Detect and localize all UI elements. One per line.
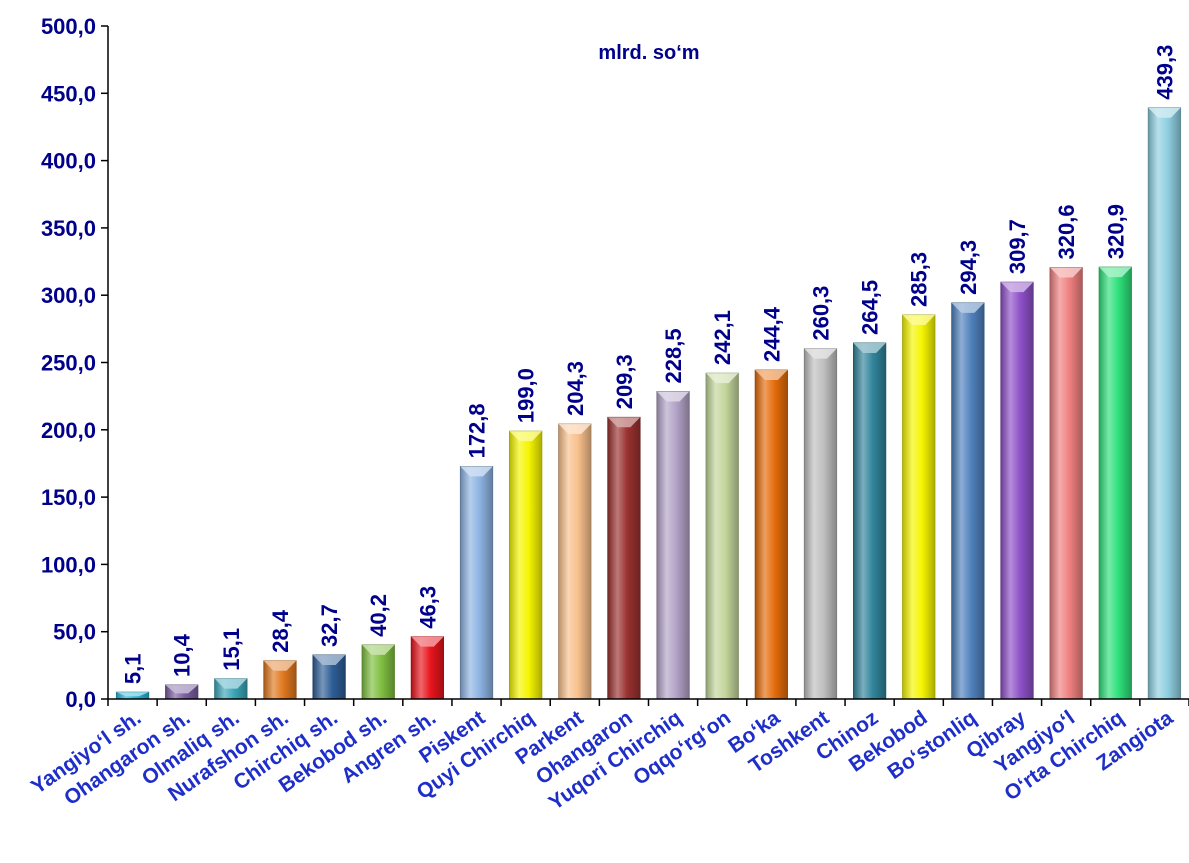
bar-top-bevel (607, 417, 641, 428)
y-tick-label: 350,0 (41, 216, 96, 241)
y-tick-label: 500,0 (41, 14, 96, 39)
y-tick-label: 50,0 (53, 620, 96, 645)
data-label: 28,4 (268, 609, 293, 653)
data-label: 285,3 (907, 252, 932, 307)
bar-top-bevel (755, 370, 788, 381)
bar-top-bevel (853, 342, 886, 353)
bar-top-bevel (460, 466, 493, 477)
y-tick-label: 100,0 (41, 552, 96, 577)
data-label: 199,0 (514, 368, 539, 423)
bar (509, 430, 543, 700)
bar-top-bevel (705, 373, 739, 384)
bar (803, 348, 838, 700)
data-label: 46,3 (415, 586, 440, 629)
y-tick-label: 250,0 (41, 351, 96, 376)
data-label: 242,1 (710, 310, 735, 365)
data-label: 228,5 (661, 328, 686, 383)
bar-top-bevel (509, 431, 542, 442)
bar-top-bevel (1099, 267, 1132, 278)
bar-top-bevel (804, 348, 837, 359)
data-label: 40,2 (366, 594, 391, 637)
bar-top-bevel (1148, 107, 1181, 118)
bar (852, 342, 887, 700)
bar-top-bevel (1049, 267, 1083, 278)
bar (1147, 107, 1182, 700)
bar-top-bevel (312, 654, 346, 665)
data-label: 320,6 (1054, 204, 1079, 259)
data-label: 264,5 (858, 280, 883, 335)
data-label: 260,3 (808, 286, 833, 341)
bar-top-bevel (656, 391, 690, 402)
bar (607, 416, 641, 700)
bars: 5,1 10,4 15,1 28,4 32,7 40,2 46,3 172,8 199,0 204… (115, 45, 1182, 700)
data-label: 209,3 (612, 354, 637, 409)
bar-top-bevel (558, 424, 592, 435)
data-label: 204,3 (563, 361, 588, 416)
bar (1049, 267, 1083, 700)
bar-top-bevel (116, 692, 149, 697)
bar (754, 369, 788, 700)
y-tick-label: 400,0 (41, 149, 96, 174)
data-label: 10,4 (170, 633, 195, 677)
bar-top-bevel (411, 636, 444, 647)
bar (902, 314, 936, 700)
bar (558, 423, 592, 700)
bar-top-bevel (165, 685, 198, 694)
bar-top-bevel (1000, 282, 1034, 293)
y-tick-label: 0,0 (65, 687, 96, 712)
y-axis: 0,0 50,0 100,0 150,0 200,0 250,0 300,0 350,0 400… (41, 14, 109, 712)
data-label: 294,3 (956, 240, 981, 295)
bar-top-bevel (263, 660, 297, 671)
y-tick-label: 450,0 (41, 81, 96, 106)
data-label: 320,9 (1103, 204, 1128, 259)
bar (656, 391, 690, 700)
bar (705, 372, 739, 700)
bar (1098, 266, 1132, 700)
data-label: 309,7 (1005, 219, 1030, 274)
data-label: 172,8 (465, 403, 490, 458)
data-label: 32,7 (317, 604, 342, 647)
data-label: 244,4 (759, 306, 784, 362)
data-label: 15,1 (219, 628, 244, 671)
bar-top-bevel (951, 302, 985, 313)
y-tick-label: 200,0 (41, 418, 96, 443)
data-label: 5,1 (121, 654, 146, 685)
bar (1000, 281, 1034, 700)
bar (459, 466, 494, 700)
bar-top-bevel (214, 678, 248, 689)
y-tick-label: 300,0 (41, 283, 96, 308)
bar-top-bevel (902, 314, 935, 325)
x-axis: Yangiyo‘l sh.Ohangaron sh.Olmaliq sh.Nur… (27, 698, 1189, 815)
bar-top-bevel (362, 644, 395, 655)
bar (951, 302, 985, 700)
data-label: 439,3 (1152, 45, 1177, 100)
unit-label: mlrd. so‘m (598, 42, 699, 64)
y-tick-label: 150,0 (41, 485, 96, 510)
